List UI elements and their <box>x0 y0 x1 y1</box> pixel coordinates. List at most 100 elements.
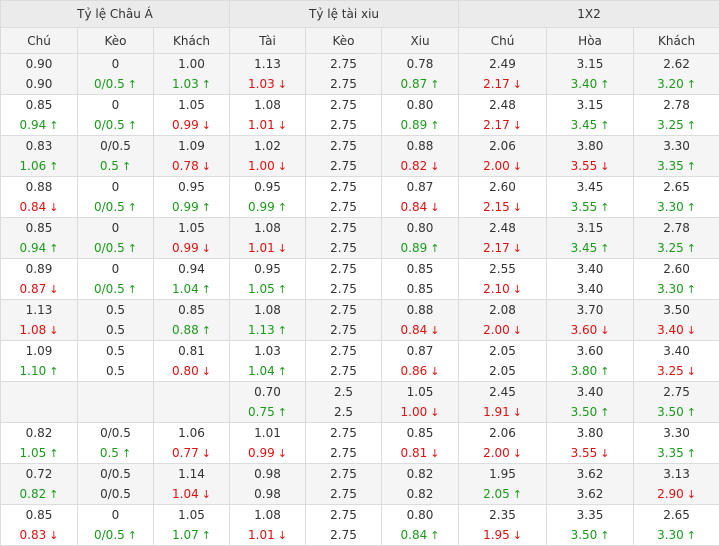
odds-current: 3.55↑ <box>547 197 633 217</box>
odds-current-value: 0.99 <box>172 241 199 255</box>
odds-opening-value: 1.03 <box>230 341 305 361</box>
odds-opening-value: 3.62 <box>547 464 633 484</box>
odds-current-value: 2.17 <box>483 77 510 91</box>
odds-current: 1.01↓ <box>230 115 305 135</box>
odds-current-value: 0.98 <box>254 487 281 501</box>
odds-opening-value: 1.13 <box>1 300 77 320</box>
arrow-down-icon: ↓ <box>202 160 211 173</box>
arrow-up-icon: ↑ <box>600 365 609 378</box>
odds-opening-value: 0.78 <box>382 54 458 74</box>
column-header: Hòa <box>547 28 634 54</box>
arrow-up-icon: ↑ <box>49 242 58 255</box>
odds-current-value: 2.5 <box>334 405 353 419</box>
odds-current-value: 0.87 <box>20 282 47 296</box>
odds-current: 1.03↓ <box>230 74 305 94</box>
arrow-up-icon: ↑ <box>278 365 287 378</box>
odds-current-value: 3.40 <box>571 77 598 91</box>
odds-current: 2.15↓ <box>459 197 546 217</box>
arrow-up-icon: ↑ <box>687 529 696 542</box>
odds-current-value: 1.07 <box>172 528 199 542</box>
odds-current: 2.75 <box>306 525 381 545</box>
odds-current: 3.35↑ <box>634 156 719 176</box>
odds-current: 0.82↑ <box>1 484 77 504</box>
odds-current-value: 3.60 <box>571 323 598 337</box>
odds-current: 1.05↑ <box>1 443 77 463</box>
odds-current-value: 1.03 <box>172 77 199 91</box>
odds-current-value: 2.75 <box>330 323 357 337</box>
odds-current: 3.45↑ <box>547 115 633 135</box>
odds-current: 0.99↓ <box>230 443 305 463</box>
arrow-down-icon: ↓ <box>49 283 58 296</box>
odds-opening-value: 0.83 <box>1 136 77 156</box>
odds-current-value: 0.83 <box>20 528 47 542</box>
arrow-up-icon: ↑ <box>430 529 439 542</box>
odds-current: 0.84↓ <box>1 197 77 217</box>
odds-opening-value: 0.80 <box>382 95 458 115</box>
odds-current-value: 0/0.5 <box>94 200 125 214</box>
odds-current-value: 3.55 <box>571 446 598 460</box>
odds-current-value: 0.99 <box>172 118 199 132</box>
odds-current: 3.25↑ <box>634 115 719 135</box>
odds-opening-value: 2.75 <box>306 136 381 156</box>
odds-opening-value: 0.85 <box>382 423 458 443</box>
odds-current: 0.86↓ <box>382 361 458 381</box>
odds-current-value: 2.15 <box>483 200 510 214</box>
odds-current: 0.87↓ <box>1 279 77 299</box>
odds-opening-value: 2.75 <box>306 177 381 197</box>
odds-opening-value: 0.85 <box>382 259 458 279</box>
odds-current: 0/0.5↑ <box>78 525 153 545</box>
odds-current: 0.99↑ <box>230 197 305 217</box>
odds-current-value: 1.10 <box>20 364 47 378</box>
odds-current: 3.45↑ <box>547 238 633 258</box>
odds-current-value: 2.17 <box>483 118 510 132</box>
odds-current-value: 2.75 <box>330 241 357 255</box>
odds-current-value: 2.05 <box>483 487 510 501</box>
odds-opening-value: 2.75 <box>306 54 381 74</box>
odds-current: 1.07↑ <box>154 525 229 545</box>
odds-opening-value: 1.00 <box>154 54 229 74</box>
odds-current: 2.00↓ <box>459 443 546 463</box>
odds-current: 1.13↑ <box>230 320 305 340</box>
odds-current: 0.84↑ <box>382 525 458 545</box>
odds-opening-value: 3.35 <box>547 505 633 525</box>
column-header: Chú <box>1 28 78 54</box>
odds-current: 3.62 <box>547 484 633 504</box>
odds-current: 2.75 <box>306 484 381 504</box>
odds-opening-value: 2.75 <box>306 95 381 115</box>
odds-current: 3.40↑ <box>547 74 633 94</box>
arrow-down-icon: ↓ <box>278 242 287 255</box>
odds-current: 0.77↓ <box>154 443 229 463</box>
odds-opening-value: 2.45 <box>459 382 546 402</box>
column-header: Kèo <box>306 28 382 54</box>
arrow-down-icon: ↓ <box>513 201 522 214</box>
odds-current <box>154 402 229 422</box>
odds-current-value: 0.87 <box>401 77 428 91</box>
arrow-down-icon: ↓ <box>430 447 439 460</box>
odds-opening-value: 0/0.5 <box>78 423 153 443</box>
odds-opening-value: 0/0.5 <box>78 136 153 156</box>
arrow-down-icon: ↓ <box>513 242 522 255</box>
